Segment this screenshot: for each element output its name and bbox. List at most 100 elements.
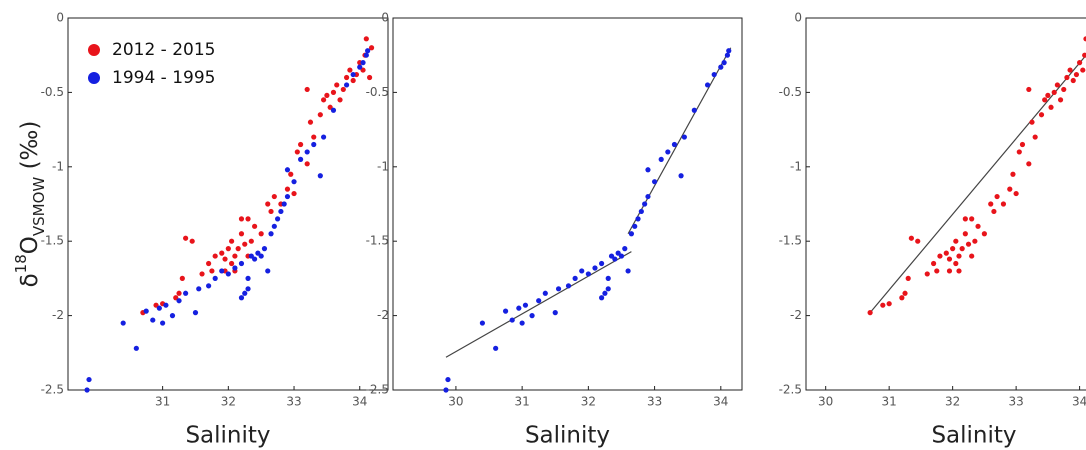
x-tick-label: 33 [647, 395, 662, 409]
data-point [317, 173, 323, 179]
fit-line [869, 54, 1086, 314]
y-tick-label: -1 [790, 159, 802, 173]
data-point [368, 45, 375, 51]
data-point [1064, 74, 1070, 81]
data-point [618, 253, 625, 259]
data-point [271, 223, 277, 229]
data-point [1038, 112, 1045, 118]
data-point [298, 141, 304, 148]
data-point [962, 231, 968, 237]
data-point [908, 235, 914, 241]
legend-label: 2012 - 2015 [112, 40, 215, 60]
data-point [946, 268, 953, 274]
x-tick-label: 32 [945, 395, 960, 409]
data-point [711, 71, 717, 78]
data-point [981, 231, 987, 237]
y-tick-label: -1 [377, 159, 389, 173]
x-tick-label: 30 [448, 395, 463, 409]
data-point [271, 193, 277, 200]
data-point [1051, 89, 1057, 95]
data-point [324, 92, 330, 98]
y-tick-label: -2.5 [779, 383, 802, 397]
x-tick-label: 34 [352, 395, 367, 409]
x-tick-label: 31 [882, 395, 897, 409]
x-tick-label: 30 [818, 395, 833, 409]
data-point [1026, 161, 1032, 167]
data-point [245, 275, 251, 281]
data-point [367, 74, 373, 81]
data-point [555, 286, 562, 292]
data-point [536, 298, 542, 304]
data-point [350, 77, 356, 84]
data-point [519, 320, 525, 326]
data-point [1010, 171, 1016, 177]
data-point [678, 173, 684, 179]
y-axis-label-part: (‰) [17, 121, 43, 177]
data-point [365, 48, 371, 54]
data-point [199, 271, 205, 277]
data-point [196, 286, 202, 292]
data-point [225, 246, 231, 252]
data-point [969, 216, 975, 222]
data-point [307, 119, 314, 125]
x-axis-label: Salinity [185, 423, 270, 449]
data-point [252, 256, 258, 262]
data-point [645, 167, 651, 173]
data-point [956, 268, 962, 274]
data-point [337, 97, 343, 103]
data-point [133, 345, 139, 351]
data-point [665, 149, 671, 155]
data-point [572, 275, 578, 281]
data-point [311, 134, 317, 140]
y-tick-label: -1.5 [366, 234, 389, 248]
data-point [1057, 97, 1064, 103]
data-point [344, 74, 350, 81]
data-point [212, 275, 218, 281]
data-point [291, 179, 297, 185]
data-point [704, 82, 711, 88]
panel: 31 32 33 34 0 -0.5 -1 -1.5 -2 -2.5 Salinity 2012 - … [12, 11, 389, 449]
data-point [357, 64, 363, 70]
data-point [222, 256, 228, 262]
data-point [934, 268, 940, 274]
data-point [225, 271, 231, 277]
data-point [120, 320, 126, 326]
data-point [585, 271, 591, 277]
data-point [642, 201, 648, 207]
data-point [959, 246, 965, 252]
data-point [1013, 190, 1019, 197]
data-point [294, 149, 300, 155]
data-point [268, 208, 274, 215]
data-point [176, 290, 182, 296]
data-point [937, 253, 943, 259]
data-point [579, 268, 585, 274]
data-point [724, 52, 731, 58]
data-point [347, 67, 353, 73]
y-tick-label: -0.5 [366, 85, 389, 99]
data-point [183, 235, 189, 241]
y-tick-label: -2.5 [41, 383, 64, 397]
data-point [232, 253, 238, 259]
data-point [1054, 82, 1060, 88]
data-point [671, 141, 678, 148]
data-point [605, 286, 611, 292]
data-point [330, 107, 337, 113]
data-point [956, 253, 962, 259]
data-point [645, 193, 651, 200]
data-point [886, 301, 892, 307]
data-point [261, 246, 268, 252]
data-point [1083, 36, 1086, 42]
data-point [156, 305, 162, 311]
data-point [206, 260, 212, 267]
data-point [880, 302, 886, 308]
data-point [219, 250, 225, 256]
data-point [245, 286, 251, 292]
data-point [1082, 52, 1086, 58]
data-point [509, 317, 515, 323]
data-point [1029, 119, 1035, 125]
data-point [991, 208, 997, 215]
legend-label: 1994 - 1995 [112, 68, 215, 88]
data-point [651, 179, 658, 185]
data-point [245, 216, 251, 222]
y-tick-label: -2.5 [366, 383, 389, 397]
